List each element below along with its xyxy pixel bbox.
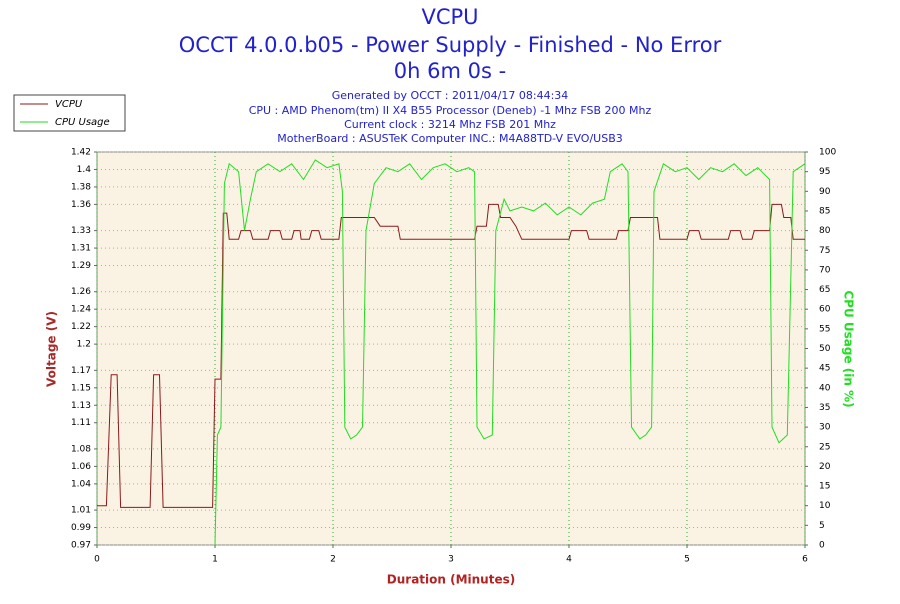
legend-label: CPU Usage	[55, 117, 110, 128]
y2-tick-label: 100	[819, 148, 836, 158]
y-tick-label: 1.2	[77, 340, 91, 350]
y-tick-label: 1.42	[71, 148, 91, 158]
y-axis-label: Voltage (V)	[45, 311, 59, 387]
series-line	[97, 203, 805, 508]
x-tick-label: 2	[330, 555, 336, 565]
y2-tick-label: 75	[819, 246, 830, 256]
y2-tick-label: 55	[819, 324, 830, 334]
x-tick-label: 1	[212, 555, 218, 565]
y-tick-label: 1.22	[71, 322, 91, 332]
series-line	[214, 159, 806, 546]
y-tick-label: 1.38	[71, 182, 91, 192]
y-tick-label: 1.31	[71, 244, 91, 254]
x-tick-label: 4	[566, 555, 572, 565]
y-tick-label: 1.01	[71, 506, 91, 516]
info-line: Current clock : 3214 Mhz FSB 201 Mhz	[344, 118, 556, 131]
chart-subtitle: OCCT 4.0.0.b05 - Power Supply - Finished…	[179, 33, 722, 57]
y2-tick-label: 10	[819, 501, 831, 511]
legend-box	[13, 94, 126, 132]
y-tick-label: 1.06	[71, 462, 91, 472]
y2-tick-label: 0	[819, 541, 825, 551]
x-tick-label: 6	[802, 555, 808, 565]
y2-tick-label: 20	[819, 462, 831, 472]
x-tick-label: 3	[448, 555, 454, 565]
x-tick-label: 5	[684, 555, 690, 565]
y-tick-label: 1.13	[71, 401, 91, 411]
y-tick-label: 1.17	[71, 366, 91, 376]
y2-tick-label: 15	[819, 482, 830, 492]
y-tick-label: 1.24	[71, 305, 91, 315]
y2-tick-label: 45	[819, 364, 830, 374]
y-tick-label: 0.97	[71, 541, 91, 551]
y2-tick-label: 5	[819, 521, 825, 531]
y2-tick-label: 30	[819, 423, 831, 433]
y2-tick-label: 70	[819, 265, 831, 275]
info-line: Generated by OCCT : 2011/04/17 08:44:34	[332, 89, 569, 102]
info-line: MotherBoard : ASUSTeK Computer INC.: M4A…	[277, 132, 623, 145]
y-tick-label: 1.15	[71, 383, 91, 393]
y2-tick-label: 80	[819, 226, 831, 236]
y-tick-label: 1.26	[71, 287, 91, 297]
y2-tick-label: 50	[819, 344, 831, 354]
y2-tick-label: 40	[819, 383, 831, 393]
y-tick-label: 1.11	[71, 418, 91, 428]
y-tick-label: 1.04	[71, 479, 91, 489]
y-tick-label: 1.4	[77, 165, 92, 175]
chart-title: VCPU	[421, 5, 478, 29]
y2-tick-label: 85	[819, 206, 830, 216]
y-tick-label: 1.08	[71, 444, 91, 454]
chart-subtitle: 0h 6m 0s -	[394, 59, 506, 83]
y-tick-label: 0.99	[71, 523, 91, 533]
y2-tick-label: 90	[819, 187, 831, 197]
y-tick-label: 1.36	[71, 200, 91, 210]
y-tick-label: 1.29	[71, 261, 91, 271]
y2-axis-label: CPU Usage (in %)	[842, 290, 856, 407]
y2-tick-label: 60	[819, 305, 831, 315]
y-tick-label: 1.33	[71, 226, 91, 236]
info-line: CPU : AMD Phenom(tm) II X4 B55 Processor…	[249, 104, 652, 117]
legend-label: VCPU	[55, 99, 83, 110]
y2-tick-label: 65	[819, 285, 830, 295]
x-axis-label: Duration (Minutes)	[387, 573, 515, 587]
y2-tick-label: 35	[819, 403, 830, 413]
y2-tick-label: 25	[819, 442, 830, 452]
y2-tick-label: 95	[819, 167, 830, 177]
x-tick-label: 0	[94, 555, 100, 565]
